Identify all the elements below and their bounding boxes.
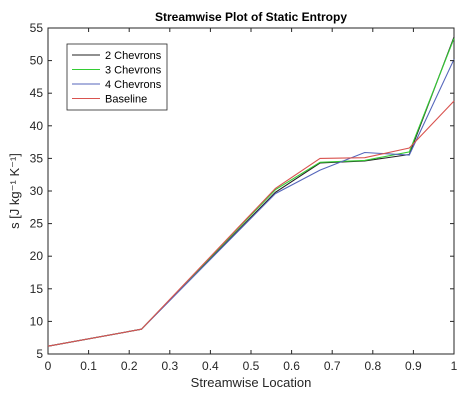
ticks-layer: 0 0.1 0.2 0.3 0.4 0.5 0.6 0.7 0.8 0.9 151015202530… bbox=[30, 21, 458, 373]
y-tick-label: 45 bbox=[30, 86, 44, 100]
x-tick-label: 0.1 bbox=[80, 359, 97, 373]
legend: 2 Chevrons 3 Chevrons 4 Chevrons Baseline bbox=[66, 43, 168, 111]
legend-label-3-chevrons: 3 Chevrons bbox=[105, 65, 162, 77]
x-tick-label: 0.4 bbox=[202, 359, 219, 373]
x-tick-label: 0.9 bbox=[405, 359, 422, 373]
x-tick-label: 0.5 bbox=[243, 359, 260, 373]
y-axis-label: s [J kg⁻¹ K⁻¹] bbox=[7, 153, 22, 229]
y-tick-label: 55 bbox=[30, 21, 44, 35]
y-tick-label: 20 bbox=[30, 249, 44, 263]
x-tick-label: 0.2 bbox=[121, 359, 138, 373]
x-tick-label: 0.3 bbox=[161, 359, 178, 373]
y-tick-label: 25 bbox=[30, 217, 44, 231]
legend-label-baseline: Baseline bbox=[105, 94, 147, 106]
y-tick-label: 5 bbox=[36, 347, 43, 361]
x-tick-label: 0.8 bbox=[364, 359, 381, 373]
y-tick-label: 15 bbox=[30, 282, 44, 296]
y-tick-label: 30 bbox=[30, 184, 44, 198]
y-tick-label: 50 bbox=[30, 54, 44, 68]
x-tick-label: 0.6 bbox=[283, 359, 300, 373]
x-tick-label: 0.7 bbox=[324, 359, 341, 373]
series-layer bbox=[47, 36, 455, 347]
y-tick-label: 40 bbox=[30, 119, 44, 133]
x-tick-label: 0 bbox=[45, 359, 52, 373]
y-tick-label: 35 bbox=[30, 151, 44, 165]
x-tick-label: 1 bbox=[451, 359, 458, 373]
legend-label-2-chevrons: 2 Chevrons bbox=[105, 50, 162, 62]
chart-title: Streamwise Plot of Static Entropy bbox=[155, 10, 347, 24]
legend-label-4-chevrons: 4 Chevrons bbox=[105, 79, 162, 91]
series-line-baseline bbox=[47, 100, 455, 347]
y-tick-label: 10 bbox=[30, 314, 44, 328]
x-axis-label: Streamwise Location bbox=[191, 375, 312, 390]
